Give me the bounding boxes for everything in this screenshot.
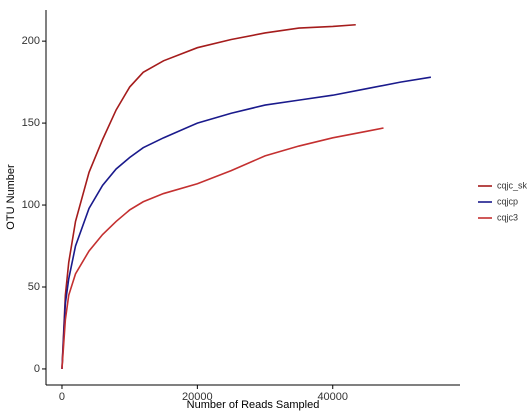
series-line	[61, 127, 384, 369]
series-line	[61, 76, 432, 369]
series-line	[61, 23, 356, 369]
y-tick-label: 150	[22, 117, 40, 129]
y-axis-title: OTU Number	[5, 164, 17, 230]
x-tick-label: 40000	[317, 391, 348, 403]
y-tick-label: 0	[34, 363, 40, 375]
x-axis-title: Number of Reads Sampled	[187, 399, 320, 411]
x-tick-label: 0	[59, 391, 65, 403]
x-tick-label: 20000	[182, 391, 213, 403]
y-tick-label: 50	[28, 281, 40, 293]
legend-label: cqjc_sk	[497, 180, 528, 190]
y-tick-label: 200	[22, 35, 40, 47]
legend-label: cqjcp	[497, 196, 518, 206]
legend-label: cqjc3	[497, 212, 518, 222]
y-tick-label: 100	[22, 199, 40, 211]
